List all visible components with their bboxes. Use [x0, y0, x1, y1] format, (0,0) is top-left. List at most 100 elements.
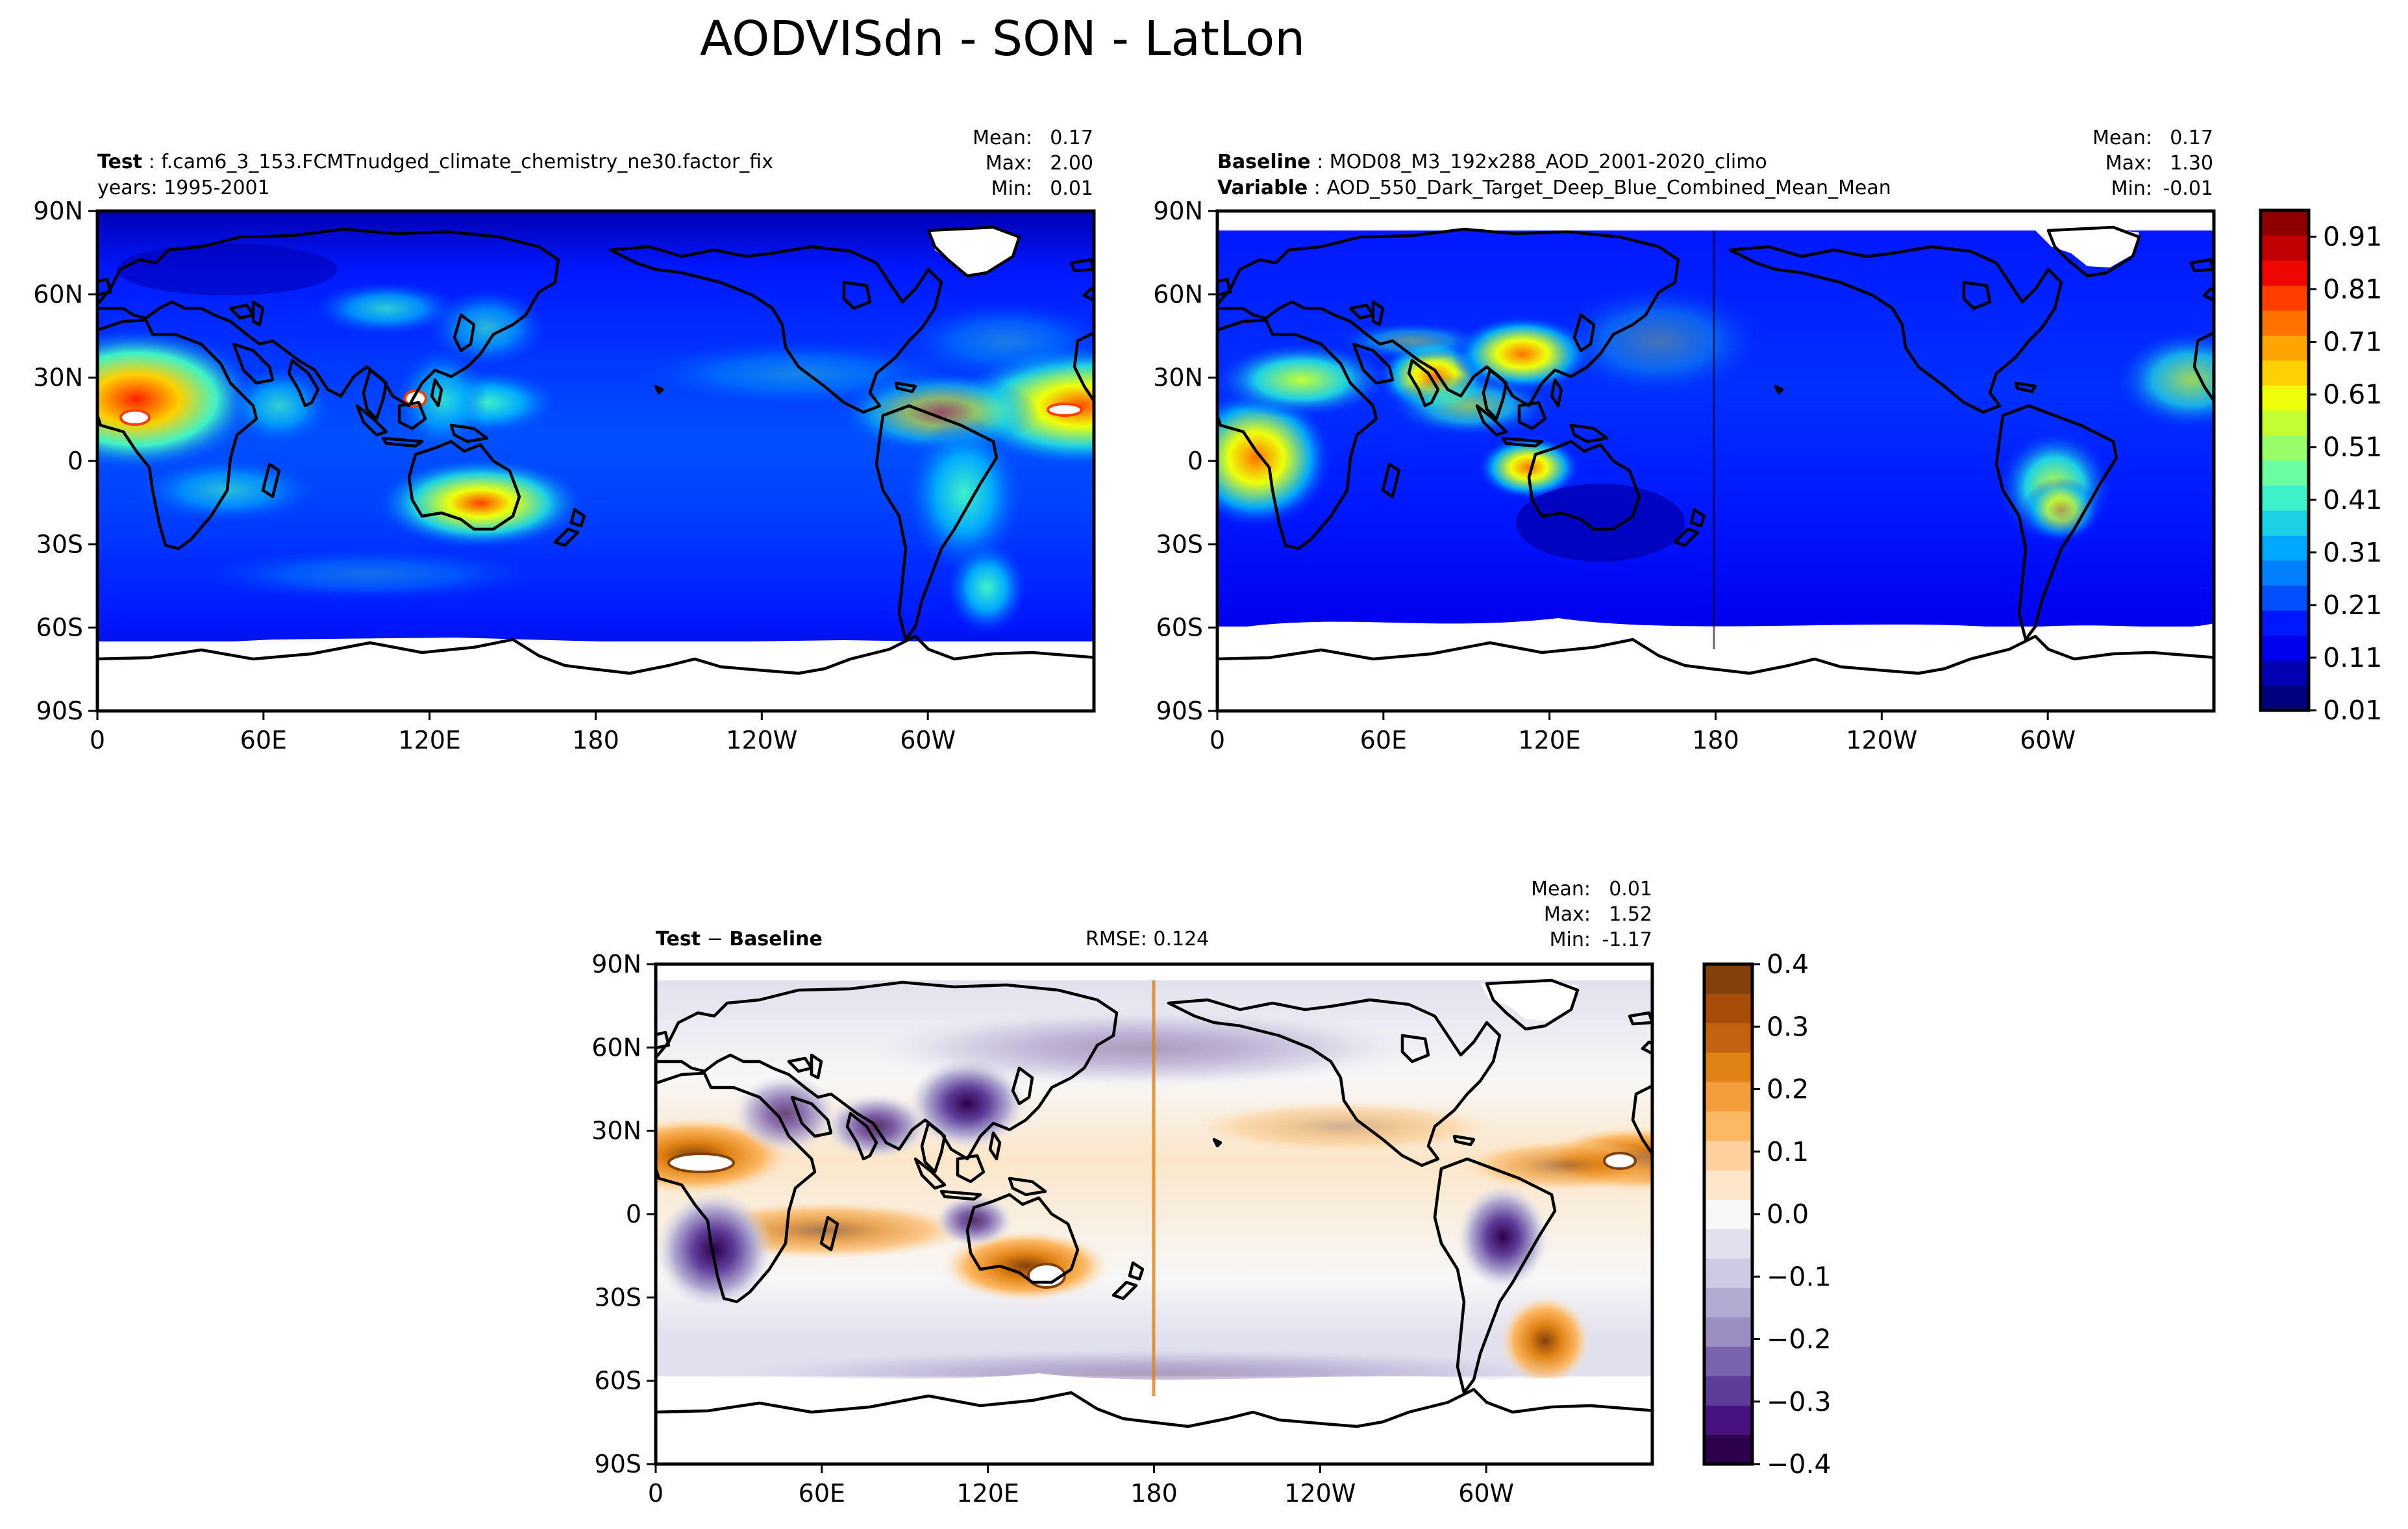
colorbar-tick-label: 0.3 [1767, 1011, 1809, 1042]
colorbar-tick-label: 0.91 [2323, 221, 2382, 253]
test-axes-ticks: 0 60E 120E 180 120W 60W 90N 60N 30N 0 30S 60S 90S [33, 197, 956, 754]
test-mean-value: 0.17 [1050, 127, 1093, 149]
colorbar-band [2261, 635, 2309, 661]
colorbar-band [2261, 610, 2309, 636]
colorbar-tick-label: 0.31 [2323, 537, 2382, 568]
test-panel: Test : f.cam6_3_153.FCMTnudged_climate_c… [33, 127, 1096, 754]
diff-panel: Test − Baseline RMSE: 0.124 Mean: 0.01 M… [591, 878, 1654, 1508]
colorbar-tick-label: −0.3 [1767, 1386, 1831, 1417]
baseline-variable-name: AOD_550_Dark_Target_Deep_Blue_Combined_M… [1326, 177, 1891, 199]
diff-min-label: Min: [1550, 928, 1591, 951]
colorbar-band [2261, 460, 2309, 486]
colorbar-band [1704, 1287, 1752, 1318]
x-tick-label: 120W [1846, 726, 1917, 754]
colorbar-band [2261, 435, 2309, 461]
diff-max-value: 1.52 [1609, 903, 1652, 926]
colorbar-band [2261, 660, 2309, 686]
baseline-max-label: Max: [2105, 152, 2152, 175]
baseline-stats: Mean: 0.17 Max: 1.30 Min: -0.01 [2092, 127, 2213, 200]
colorbar-band [2261, 360, 2309, 386]
x-tick-label: 60E [799, 1479, 845, 1508]
x-tick-label: 120W [726, 726, 797, 754]
colorbar-band [1704, 1258, 1752, 1288]
y-tick-label: 60S [36, 614, 83, 642]
colorbar-band [2261, 260, 2309, 286]
x-tick-label: 60E [240, 726, 287, 754]
test-label: Test : f.cam6_3_153.FCMTnudged_climate_c… [97, 151, 773, 173]
colorbar-tick-label: 0.21 [2323, 590, 2382, 621]
y-tick-label: 60S [595, 1367, 641, 1395]
colorbar-band [2261, 485, 2309, 511]
colorbar-band [2261, 385, 2309, 411]
y-tick-label: 0 [626, 1200, 641, 1228]
diff-label: Test − Baseline [656, 928, 823, 951]
figure-title: AODVISdn - SON - LatLon [700, 11, 1305, 67]
colorbar-band [2261, 235, 2309, 261]
x-tick-label: 0 [648, 1479, 664, 1508]
colorbar-band [1704, 1376, 1752, 1406]
diff-label-minus: − [701, 928, 729, 951]
test-case-name: f.cam6_3_153.FCMTnudged_climate_chemistr… [161, 151, 773, 173]
baseline-label: Baseline : MOD08_M3_192x288_AOD_2001-202… [1217, 151, 1767, 173]
jet-colorbar: 0.91 0.81 0.71 0.61 0.51 0.41 0.31 0.21 0.11 0.01 [2259, 208, 2382, 726]
jet-colorbar-ticks: 0.91 0.81 0.71 0.61 0.51 0.41 0.31 0.21 0.11 0.01 [2309, 221, 2382, 726]
diff-stats: Mean: 0.01 Max: 1.52 Min: -1.17 [1531, 878, 1652, 951]
colorbar-tick-label: 0.2 [1767, 1074, 1809, 1105]
x-tick-label: 120E [956, 1479, 1019, 1508]
baseline-map-field [1217, 211, 2214, 711]
colorbar-band [2261, 410, 2309, 436]
x-tick-label: 180 [1692, 726, 1739, 754]
y-tick-label: 90N [1153, 197, 1203, 225]
colorbar-tick-label: 0.61 [2323, 379, 2382, 410]
jet-colorbar-bands [2261, 210, 2309, 711]
y-tick-label: 30N [591, 1117, 641, 1145]
test-years: years: 1995-2001 [97, 177, 270, 199]
x-tick-label: 180 [1130, 1479, 1178, 1508]
colorbar-tick-label: 0.51 [2323, 432, 2382, 463]
test-max-value: 2.00 [1050, 152, 1093, 175]
test-min-value: 0.01 [1050, 177, 1093, 200]
y-tick-label: 30N [1153, 364, 1203, 392]
x-tick-label: 120W [1284, 1479, 1356, 1508]
y-tick-label: 0 [1187, 447, 1203, 475]
diff-colorbar: 0.4 0.3 0.2 0.1 0.0 −0.1 −0.2 −0.3 −0.4 [1702, 949, 1831, 1480]
jet-colorbar-frame [2259, 208, 2311, 712]
colorbar-tick-label: 0.11 [2323, 642, 2382, 673]
colorbar-band [1704, 1405, 1752, 1436]
x-tick-label: 60W [900, 726, 956, 754]
diff-label-baseline: Baseline [729, 928, 823, 951]
diff-rmse: RMSE: 0.124 [1086, 928, 1209, 951]
colorbar-tick-label: 0.71 [2323, 327, 2382, 358]
test-min-label: Min: [991, 177, 1032, 200]
colorbar-band [2261, 310, 2309, 336]
colorbar-band [1704, 1140, 1752, 1171]
baseline-variable: Variable : AOD_550_Dark_Target_Deep_Blue… [1217, 177, 1891, 199]
baseline-dataset-name: MOD08_M3_192x288_AOD_2001-2020_climo [1330, 151, 1767, 173]
colorbar-band [1704, 993, 1752, 1024]
baseline-axes-ticks: 0 60E 120E 180 120W 60W 90N 60N 30N 0 30S 60S 90S [1153, 197, 2076, 754]
colorbar-band [2261, 210, 2309, 236]
colorbar-band [2261, 535, 2309, 561]
colorbar-band [2261, 510, 2309, 536]
y-tick-label: 90S [36, 697, 83, 725]
colorbar-band [1704, 1082, 1752, 1112]
test-label-bold: Test [97, 151, 142, 173]
y-tick-label: 90S [1156, 697, 1203, 725]
colorbar-tick-label: −0.4 [1767, 1448, 1831, 1480]
y-tick-label: 60N [33, 280, 83, 308]
baseline-min-value: -0.01 [2163, 177, 2213, 200]
colorbar-band [1704, 1317, 1752, 1347]
colorbar-band [2261, 560, 2309, 586]
colorbar-band [1704, 1434, 1752, 1465]
baseline-max-value: 1.30 [2170, 152, 2213, 175]
x-tick-label: 0 [1210, 726, 1225, 754]
y-tick-label: 60S [1156, 614, 1203, 642]
x-tick-label: 0 [90, 726, 105, 754]
colorbar-tick-label: 0.81 [2323, 274, 2382, 305]
baseline-label-bold: Baseline [1217, 151, 1311, 173]
y-tick-label: 60N [591, 1033, 641, 1062]
diff-map-field [656, 964, 1652, 1464]
colorbar-band [2261, 335, 2309, 361]
test-max-label: Max: [986, 152, 1032, 175]
